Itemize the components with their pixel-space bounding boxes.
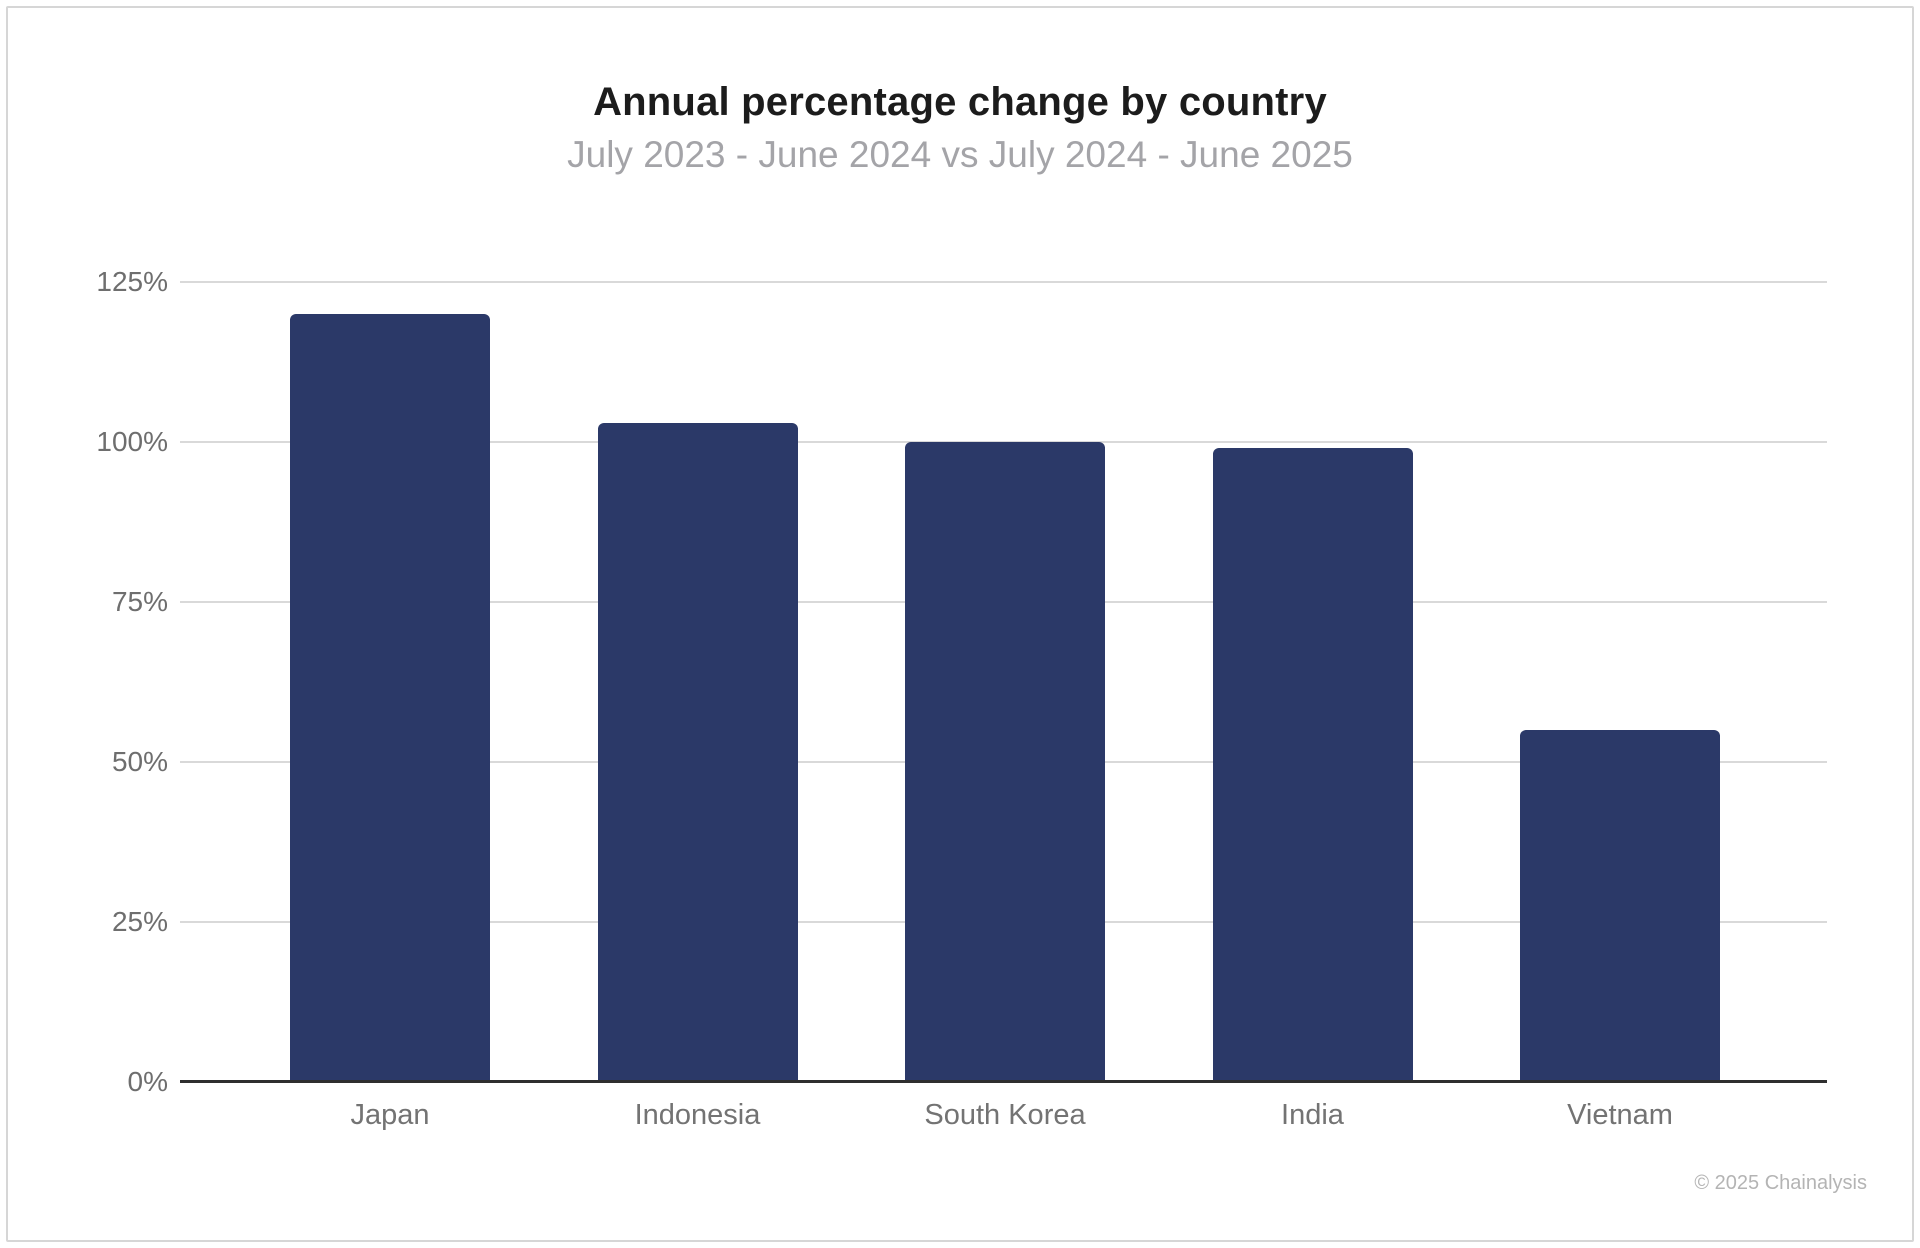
attribution-text: © 2025 Chainalysis bbox=[1694, 1172, 1867, 1194]
chart-title: Annual percentage change by country bbox=[593, 80, 1327, 124]
x-axis-label-south-korea: South Korea bbox=[924, 1099, 1086, 1131]
bar-indonesia[interactable] bbox=[597, 422, 798, 1082]
y-axis-tick-label-0: 0% bbox=[127, 1066, 168, 1097]
bar-south-korea[interactable] bbox=[905, 442, 1105, 1082]
x-axis-line bbox=[180, 1080, 1827, 1083]
y-axis-tick-label-100: 100% bbox=[96, 426, 168, 457]
x-axis-label-vietnam: Vietnam bbox=[1567, 1099, 1673, 1131]
bar-vietnam[interactable] bbox=[1520, 730, 1720, 1082]
y-axis-tick-label-50: 50% bbox=[111, 746, 168, 777]
chart-subtitle: July 2023 - June 2024 vs July 2024 - Jun… bbox=[567, 134, 1353, 175]
y-axis-tick-label-75: 75% bbox=[111, 586, 168, 617]
y-axis-tick-label-25: 25% bbox=[111, 906, 168, 937]
x-axis-label-indonesia: Indonesia bbox=[634, 1099, 761, 1131]
gridline-125 bbox=[180, 281, 1827, 283]
bar-japan[interactable] bbox=[290, 314, 490, 1082]
x-axis-label-india: India bbox=[1281, 1099, 1344, 1131]
bar-india[interactable] bbox=[1212, 448, 1413, 1082]
x-axis-label-japan: Japan bbox=[350, 1099, 430, 1131]
y-axis-tick-label-125: 125% bbox=[96, 266, 168, 297]
